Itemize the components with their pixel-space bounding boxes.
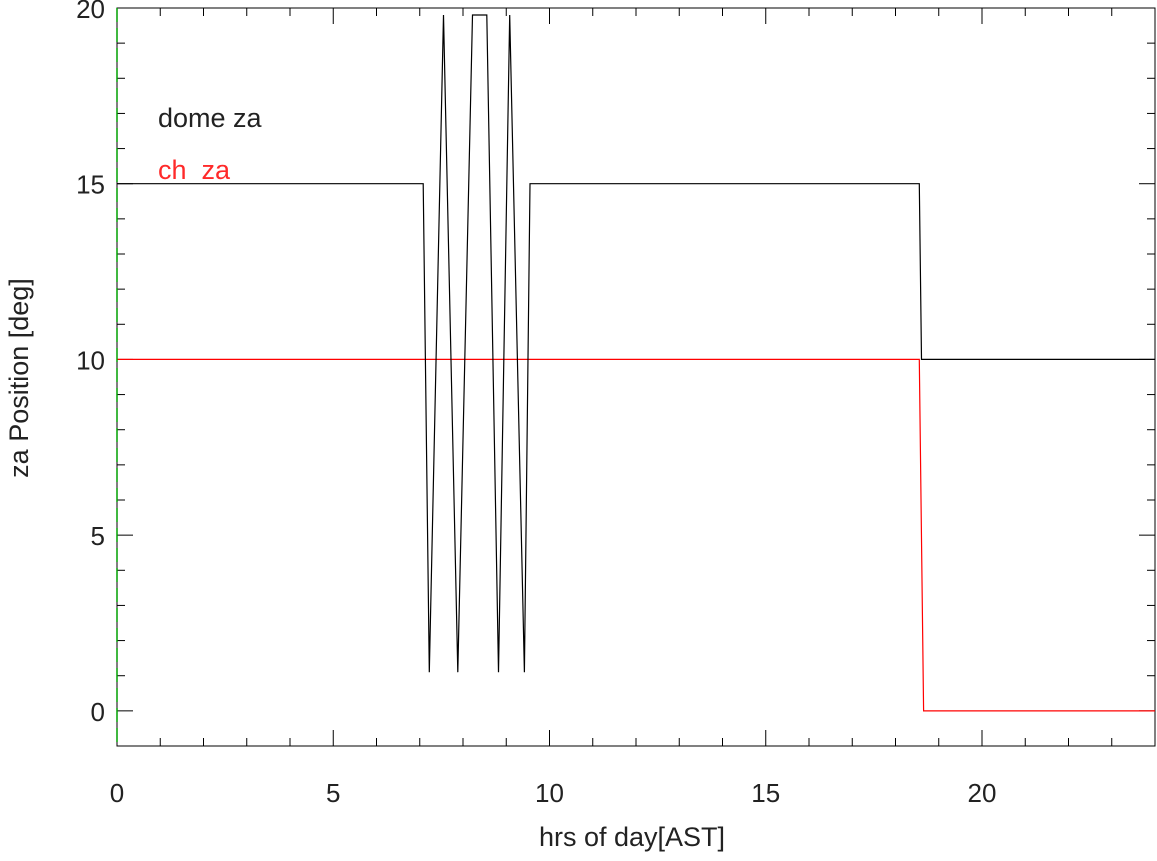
x-tick-label: 15: [751, 778, 780, 808]
x-axis-title: hrs of day[AST]: [539, 822, 725, 852]
x-tick-labels: 0 5 10 15 20: [110, 778, 997, 808]
y-tick-labels: 0 5 10 15 20: [76, 0, 105, 727]
legend: dome za ch za: [158, 103, 263, 185]
x-tick-label: 0: [110, 778, 124, 808]
y-axis-title: za Position [deg]: [4, 278, 34, 478]
x-tick-label: 5: [326, 778, 340, 808]
plot-frame: [116, 7, 1156, 747]
y-tick-label: 15: [76, 170, 105, 200]
legend-entry-ch-za: ch za: [158, 155, 231, 185]
legend-entry-dome-za: dome za: [158, 103, 263, 133]
series-line-ch-za: [117, 358, 1155, 712]
y-tick-label: 20: [76, 0, 105, 24]
y-tick-label: 10: [76, 345, 105, 375]
x-tick-label: 20: [968, 778, 997, 808]
minor-ticks: [117, 8, 1156, 747]
series-lines: [117, 14, 1155, 712]
major-ticks: [116, 7, 1155, 746]
y-tick-label: 5: [91, 521, 105, 551]
series-line-dome-za: [117, 14, 1155, 673]
y-tick-label: 0: [91, 697, 105, 727]
x-tick-label: 10: [535, 778, 564, 808]
